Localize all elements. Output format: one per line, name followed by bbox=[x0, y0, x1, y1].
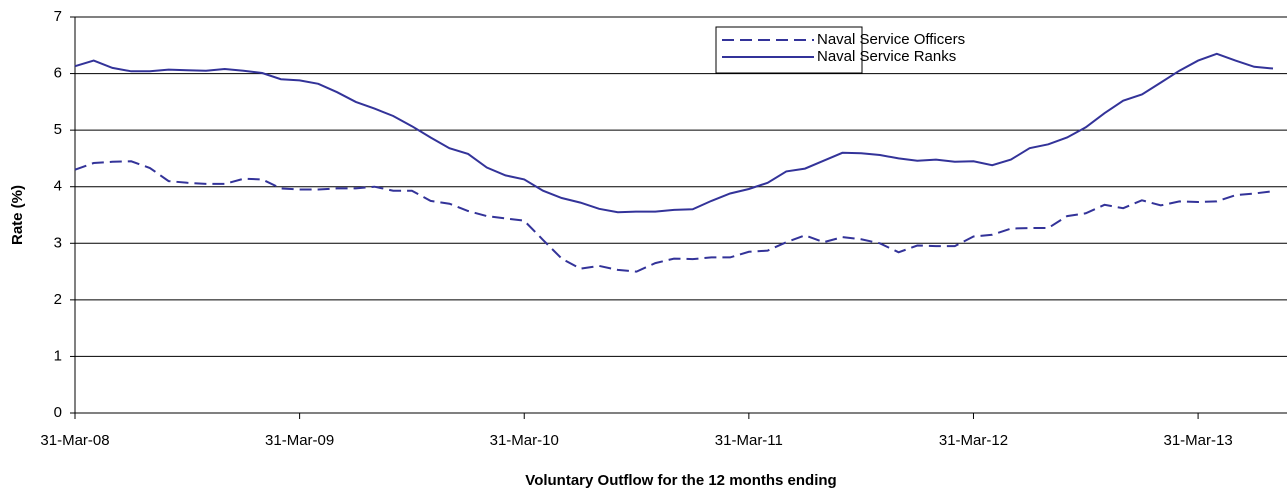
y-tick-label: 7 bbox=[54, 8, 62, 25]
x-tick-label: 31-Mar-10 bbox=[490, 432, 559, 449]
x-tick-label: 31-Mar-12 bbox=[939, 432, 1008, 449]
series-line bbox=[74, 160, 1274, 273]
y-axis-title: Rate (%) bbox=[9, 185, 26, 245]
x-tick-label: 31-Mar-08 bbox=[40, 432, 109, 449]
y-tick-label: 4 bbox=[54, 178, 62, 195]
x-tick-label: 31-Mar-13 bbox=[1163, 432, 1232, 449]
y-tick-label: 3 bbox=[54, 234, 62, 251]
legend-label: Naval Service Officers bbox=[817, 31, 965, 48]
legend-label: Naval Service Ranks bbox=[817, 48, 956, 65]
y-tick-label: 2 bbox=[54, 291, 62, 308]
x-tick-label: 31-Mar-09 bbox=[265, 432, 334, 449]
x-axis-title: Voluntary Outflow for the 12 months endi… bbox=[525, 472, 836, 489]
y-tick-label: 6 bbox=[54, 65, 62, 82]
series-line bbox=[74, 52, 1274, 214]
y-tick-label: 5 bbox=[54, 121, 62, 138]
legend-box bbox=[715, 26, 863, 74]
x-tick-label: 31-Mar-11 bbox=[715, 432, 783, 449]
y-tick-label: 1 bbox=[54, 347, 62, 364]
y-tick-label: 0 bbox=[54, 404, 62, 421]
